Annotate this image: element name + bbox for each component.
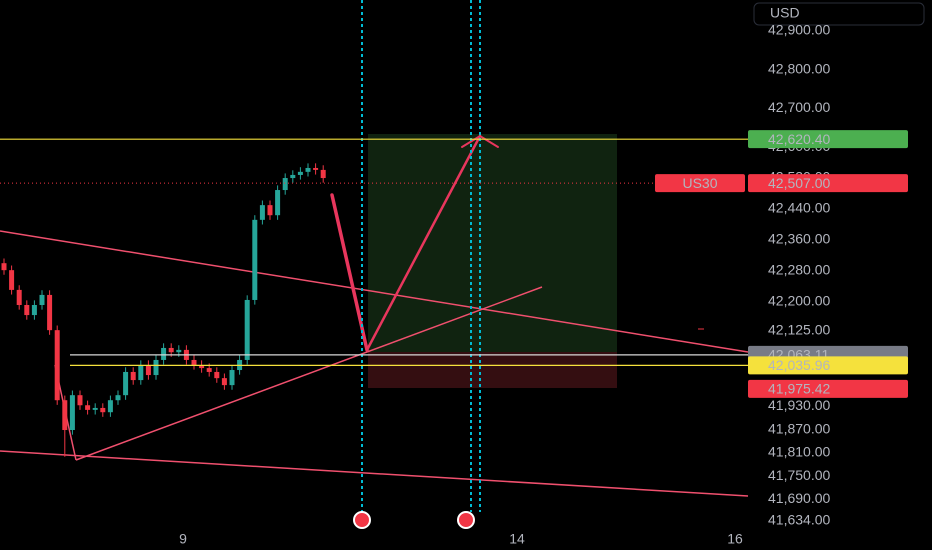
candle-body: [92, 407, 98, 410]
y-tick-label: 41,810.00: [768, 444, 830, 460]
y-tick-label: 41,750.00: [768, 467, 830, 483]
y-tick-label: 42,200.00: [768, 293, 830, 309]
loss-zone: [368, 352, 617, 388]
candle-body: [168, 347, 174, 353]
candle-body: [176, 349, 182, 353]
candle-body: [69, 395, 75, 431]
candle-body: [282, 178, 288, 191]
y-tick-label: 41,690.00: [768, 490, 830, 506]
candle-body: [161, 347, 167, 360]
candle-body: [77, 395, 83, 406]
y-tick-label: 42,440.00: [768, 200, 830, 216]
candle-body: [100, 407, 106, 413]
candle-body: [267, 205, 273, 216]
candle-body: [229, 370, 235, 386]
y-tick-label: 41,930.00: [768, 397, 830, 413]
arrow: [365, 134, 482, 352]
level-badge: [748, 356, 908, 375]
x-tick-label: 16: [727, 531, 743, 547]
drawings: [0, 230, 749, 497]
candle-body: [31, 304, 37, 316]
candle-body: [199, 364, 205, 369]
candle-body: [39, 294, 45, 305]
trend-line: [0, 450, 749, 497]
trend-line: [0, 230, 749, 353]
level-label: 41,975.42: [768, 381, 830, 397]
level-label: 42,620.40: [768, 131, 830, 147]
candle-body: [259, 205, 265, 220]
x-tick-label: 9: [179, 531, 187, 547]
currency: USD: [770, 5, 800, 21]
candle-body: [305, 167, 311, 172]
x-tick-label: 14: [509, 531, 525, 547]
y-tick-label: 42,900.00: [768, 22, 830, 38]
y-tick-label: 41,634.00: [768, 512, 830, 528]
candle-body: [62, 400, 68, 431]
candle-body: [275, 190, 281, 216]
candle-body: [313, 167, 319, 170]
level-badge: [748, 130, 908, 149]
candle-body: [153, 359, 159, 376]
y-tick-label: 42,125.00: [768, 322, 830, 338]
candle-body: [130, 371, 136, 381]
event-icon[interactable]: [353, 511, 371, 529]
y-tick-label: 42,280.00: [768, 262, 830, 278]
symbol-label: US30: [682, 175, 717, 191]
candle-body: [24, 304, 30, 316]
event-icons: [353, 511, 475, 529]
candle-body: [54, 330, 60, 401]
level-badge: [748, 379, 908, 398]
y-tick-label: 41,870.00: [768, 420, 830, 436]
candle-body: [85, 405, 91, 410]
profit-zone: [368, 134, 617, 352]
session-lines: [361, 0, 481, 512]
candle-body: [1, 263, 7, 271]
candle-body: [138, 364, 144, 381]
candle-body: [214, 371, 220, 379]
level-label: 42,035.96: [768, 357, 830, 373]
candle-body: [244, 299, 250, 360]
candle-body: [221, 378, 227, 386]
arrow-head: [461, 134, 499, 148]
candle-body: [191, 359, 197, 365]
candle-body: [145, 364, 151, 376]
y-tick-label: 42,800.00: [768, 60, 830, 76]
candle-body: [252, 219, 258, 300]
candle-body: [290, 174, 296, 179]
candle-body: [297, 171, 303, 175]
y-tick-label: 42,700.00: [768, 99, 830, 115]
trend-line: [75, 286, 543, 461]
symbol-badge: [655, 174, 745, 193]
candle-body: [320, 169, 326, 179]
y-tick-label: 42,360.00: [768, 231, 830, 247]
candle-body: [9, 270, 15, 290]
currency-box[interactable]: [753, 2, 925, 26]
candle-body: [107, 400, 113, 413]
last-price-label: 42,507.00: [768, 175, 830, 191]
candle-body: [123, 371, 129, 396]
candle-body: [16, 289, 22, 305]
candle-body: [47, 294, 53, 331]
candle-body: [115, 395, 121, 401]
event-icon[interactable]: [457, 511, 475, 529]
last-price-badge: [748, 174, 908, 193]
candle-body: [206, 368, 212, 372]
